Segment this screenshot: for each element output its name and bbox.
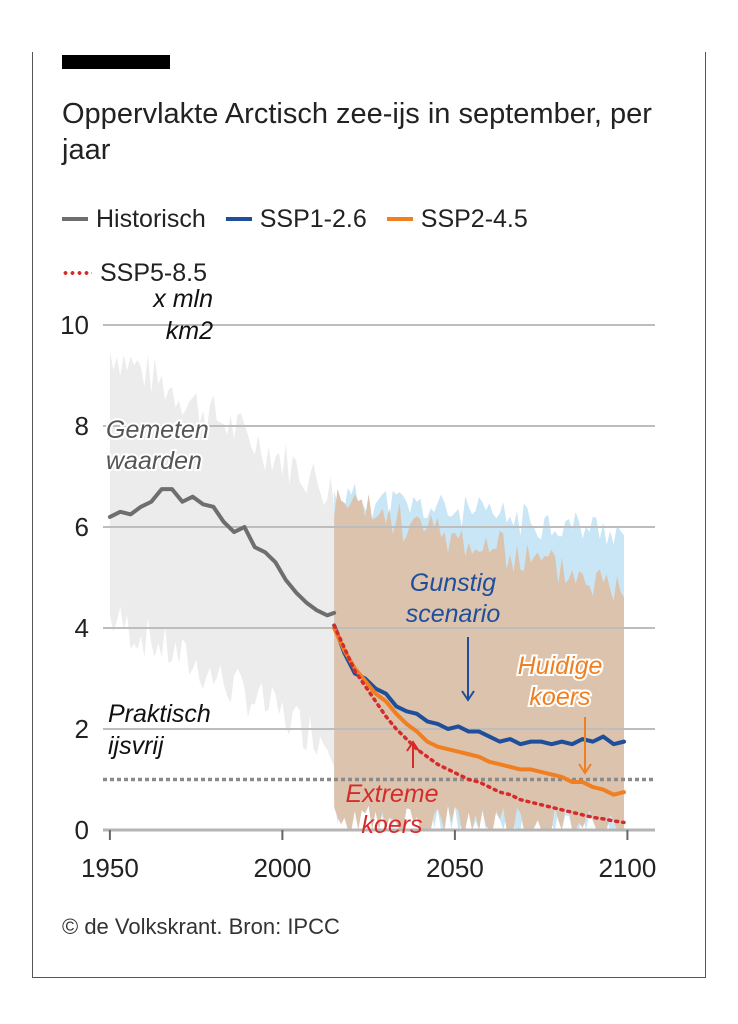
frame-right-border bbox=[705, 52, 706, 978]
y-tick-label-0: 0 bbox=[75, 815, 89, 845]
legend-row-2: SSP5-8.5 bbox=[62, 256, 702, 290]
annotation-gunstig-0: Gunstig bbox=[410, 569, 496, 597]
extreme-arrow-head bbox=[406, 740, 420, 752]
threshold-label-0: Praktisch bbox=[108, 700, 211, 728]
y-tick-label-2: 2 bbox=[75, 714, 89, 744]
frame-left-border bbox=[32, 52, 33, 978]
legend-label-ssp126: SSP1-2.6 bbox=[259, 204, 367, 233]
legend-row-1: Historisch SSP1-2.6 SSP2-4.5 bbox=[62, 202, 702, 236]
annotation-gunstig-1: scenario bbox=[406, 600, 501, 628]
chart-labels: 0 2 4 6 8 10 1950 2000 2050 2100 x mln km2 Praktisch… bbox=[60, 285, 656, 883]
legend-label-ssp245: SSP2-4.5 bbox=[420, 204, 528, 233]
legend-item-ssp126: SSP1-2.6 bbox=[225, 204, 367, 234]
x-tick-label-1950: 1950 bbox=[81, 853, 139, 883]
header-bar bbox=[62, 55, 170, 69]
gunstig-arrow-head bbox=[461, 690, 475, 702]
series-line-ssp1-2-6 bbox=[332, 623, 626, 747]
legend-swatch-historisch bbox=[62, 217, 88, 221]
annotation-huidige-0: Huidige bbox=[518, 652, 603, 680]
unit-label-0: x mln bbox=[152, 285, 213, 313]
huidige-arrow-head bbox=[578, 763, 592, 775]
series-line-ssp2-4-5 bbox=[332, 626, 626, 797]
legend: Historisch SSP1-2.6 SSP2-4.5 SSP5-8.5 bbox=[62, 202, 702, 290]
legend-swatch-ssp585 bbox=[62, 271, 92, 275]
annotation-extreme-0: Extreme bbox=[345, 780, 438, 808]
y-tick-label-6: 6 bbox=[75, 512, 89, 542]
x-tick-label-2050: 2050 bbox=[426, 853, 484, 883]
historical-range-band bbox=[109, 350, 335, 767]
gridlines bbox=[103, 324, 655, 840]
series-lines bbox=[103, 487, 655, 825]
threshold-label-1: ijsvrij bbox=[108, 732, 165, 760]
y-tick-label-10: 10 bbox=[60, 310, 89, 340]
series-line-ssp5-8-5 bbox=[332, 623, 626, 825]
legend-item-ssp245: SSP2-4.5 bbox=[386, 204, 528, 234]
frame-bottom-border bbox=[32, 977, 706, 978]
annotation-extreme-1: koers bbox=[361, 811, 422, 839]
x-tick-label-2100: 2100 bbox=[598, 853, 656, 883]
legend-swatch-ssp126 bbox=[225, 217, 252, 221]
y-tick-label-4: 4 bbox=[75, 613, 89, 643]
chart-title: Oppervlakte Arctisch zee-ijs in septembe… bbox=[62, 98, 652, 166]
legend-label-ssp585: SSP5-8.5 bbox=[100, 258, 208, 287]
legend-item-ssp585: SSP5-8.5 bbox=[62, 259, 207, 288]
x-tick-label-2000: 2000 bbox=[253, 853, 311, 883]
annotation-huidige-1: koers bbox=[529, 683, 590, 711]
legend-label-historisch: Historisch bbox=[96, 204, 206, 233]
legend-item-historisch: Historisch bbox=[62, 205, 206, 234]
series-line-historisch bbox=[107, 487, 337, 618]
unit-label-1: km2 bbox=[166, 317, 213, 345]
source-credit: © de Volkskrant. Bron: IPCC bbox=[62, 914, 340, 939]
annotation-gemeten-1: waarden bbox=[106, 447, 202, 475]
annotation-gemeten-0: Gemeten bbox=[106, 416, 209, 444]
legend-swatch-ssp245 bbox=[386, 217, 413, 221]
y-tick-label-8: 8 bbox=[75, 411, 89, 441]
